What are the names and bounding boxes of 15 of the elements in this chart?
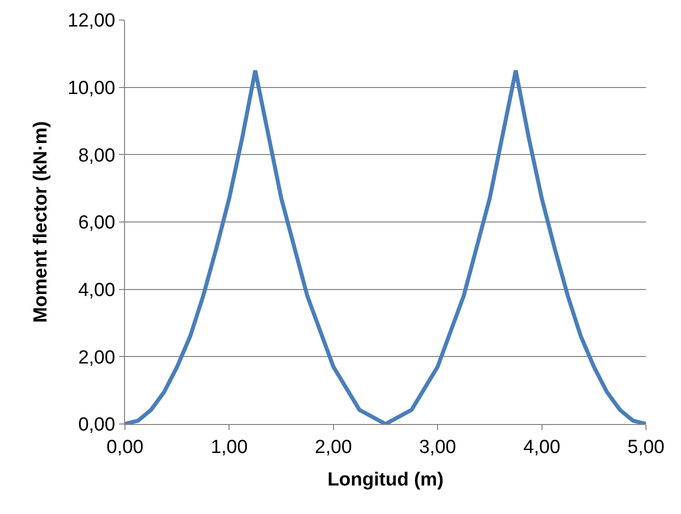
x-axis-title: Longitud (m) [327,470,444,491]
y-tick-label: 0,00 [78,414,116,436]
x-tick-label: 1,00 [210,436,248,458]
y-tick-label: 8,00 [78,145,116,166]
x-tick-label: 0,00 [106,436,144,458]
y-tick-label: 6,00 [78,212,116,234]
x-tick-label: 5,00 [628,436,664,458]
y-tick-label: 10,00 [68,78,116,99]
x-tick-label: 3,00 [419,436,456,458]
x-tick-label: 4,00 [523,436,560,458]
y-tick-label: 4,00 [78,280,116,301]
x-tick-label: 2,00 [314,436,352,458]
y-axis-title: Moment flector (kN·m) [30,121,52,323]
y-tick-label: 12,00 [68,10,116,32]
y-tick-label: 2,00 [78,347,116,368]
